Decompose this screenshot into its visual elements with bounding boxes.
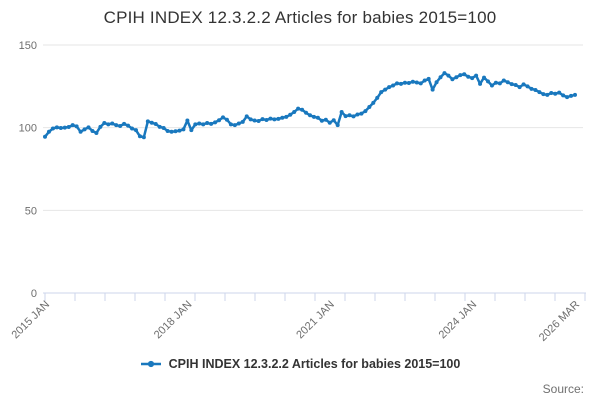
svg-text:2024 JAN: 2024 JAN: [437, 299, 480, 342]
svg-text:50: 50: [25, 205, 37, 217]
source-label: Source:: [542, 382, 584, 396]
svg-text:0: 0: [31, 288, 37, 300]
line-chart-plot[interactable]: 0 50 100 150 2015 JAN 2018 JAN 2021 JAN 2024 JA…: [0, 0, 600, 345]
legend-label: CPIH INDEX 12.3.2.2 Articles for babies …: [168, 357, 461, 371]
chart-title: CPIH INDEX 12.3.2.2 Articles for babies …: [103, 8, 497, 27]
legend-line-marker-icon: [140, 360, 161, 368]
svg-text:2018 JAN: 2018 JAN: [152, 299, 195, 342]
svg-text:2021 JAN: 2021 JAN: [294, 299, 337, 342]
svg-text:2015 JAN: 2015 JAN: [9, 299, 52, 342]
svg-text:2026 MAR: 2026 MAR: [537, 299, 582, 344]
svg-text:150: 150: [19, 40, 37, 52]
svg-text:100: 100: [19, 123, 37, 135]
legend-item[interactable]: CPIH INDEX 12.3.2.2 Articles for babies …: [0, 357, 600, 371]
